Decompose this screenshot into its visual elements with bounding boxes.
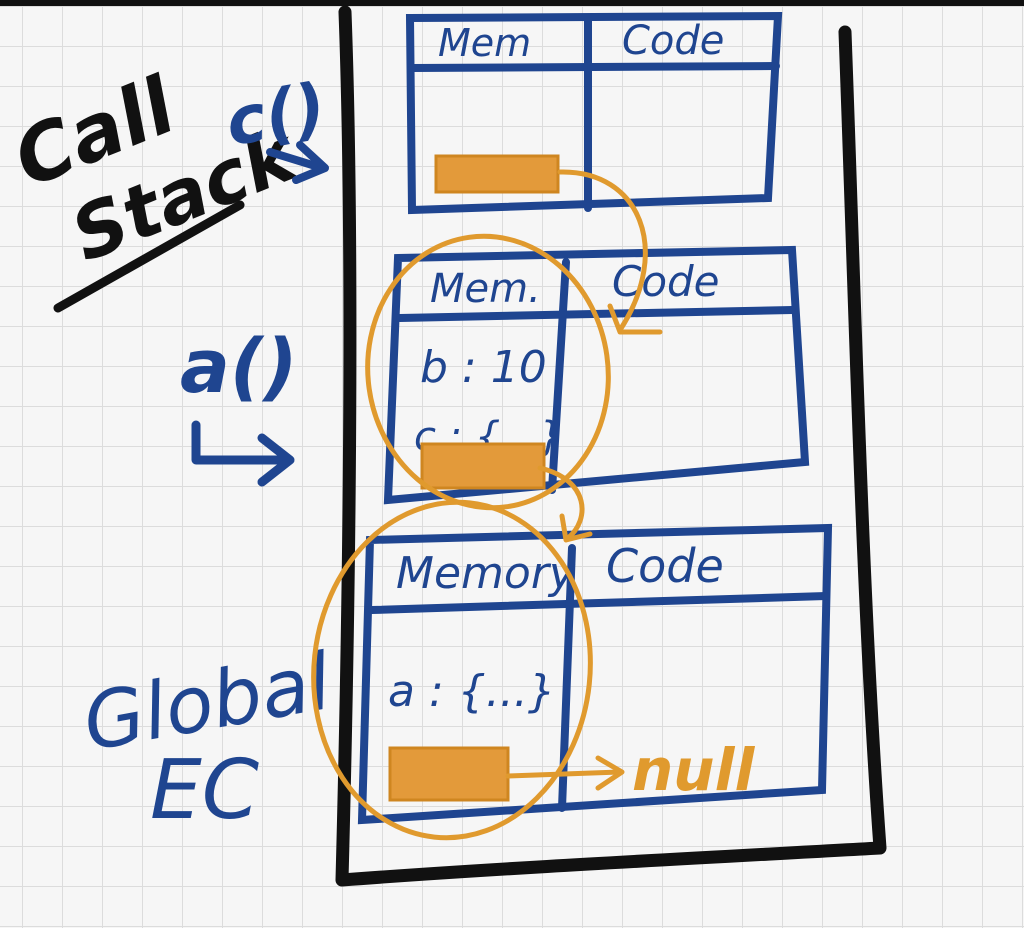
lexical-scope-annotations xyxy=(311,169,663,841)
frame-c-code-header: Code xyxy=(622,18,724,64)
title-underline xyxy=(53,200,245,313)
c-call-label: c() xyxy=(220,68,331,161)
frame-global-memory-header: Memory xyxy=(396,548,576,599)
frame-c-lexical-env-block xyxy=(434,154,560,194)
scope-circle-a xyxy=(365,233,611,511)
c-call-arrow-icon xyxy=(266,141,329,184)
frame-a-code-header: Code xyxy=(612,257,720,306)
frame-a-lexical-env-block xyxy=(420,442,546,490)
top-edge-bar xyxy=(0,0,1024,6)
frame-c-memory-header: Mem xyxy=(438,21,531,65)
stack-container xyxy=(335,5,887,887)
null-label: null xyxy=(632,736,755,804)
ec-label: EC xyxy=(150,743,259,838)
a-call-arrow-icon xyxy=(191,420,295,487)
frame-a-memory-item-b: b : 10 xyxy=(420,342,547,393)
a-call-label: a() xyxy=(180,324,298,410)
frame-a-memory-header: Mem. xyxy=(430,266,541,312)
link-global-to-null-arrow-icon xyxy=(505,769,623,779)
frame-global-memory-item-a: a : {...} xyxy=(388,666,556,717)
frame-global-code-header: Code xyxy=(606,539,724,593)
scope-circle-global xyxy=(311,499,593,841)
link-a-to-global xyxy=(537,465,585,541)
link-c-to-a xyxy=(557,169,648,333)
frame-global-lexical-env-block xyxy=(388,746,510,802)
